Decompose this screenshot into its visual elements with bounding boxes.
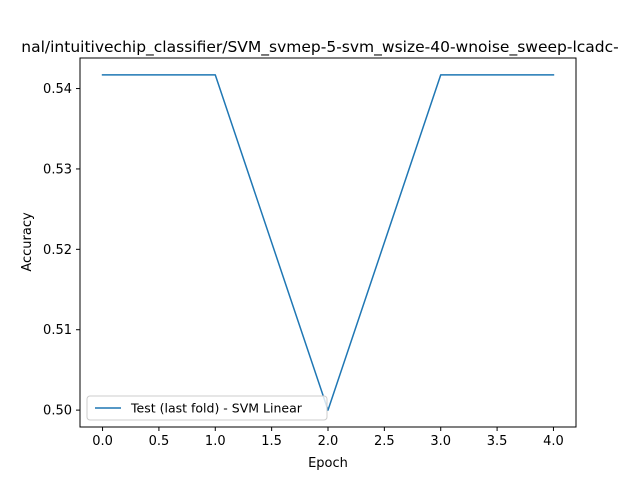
x-tick-label: 2.0	[318, 434, 339, 449]
series-line	[101, 74, 555, 411]
x-tick-label: 4.0	[543, 434, 564, 449]
x-tick-label: 3.0	[430, 434, 451, 449]
legend: Test (last fold) - SVM Linear	[86, 395, 328, 421]
chart-title: nal/intuitivechip_classifier/SVM_svmep-5…	[21, 38, 618, 57]
series-lines	[101, 74, 555, 411]
x-tick-label: 3.5	[487, 434, 508, 449]
y-tick-label: 0.50	[43, 404, 72, 419]
y-tick-label: 0.52	[43, 243, 72, 258]
x-axis-label: Epoch	[308, 456, 348, 471]
legend-box	[86, 395, 328, 421]
x-tick-label: 0.0	[92, 434, 113, 449]
x-tick-label: 1.5	[261, 434, 282, 449]
y-tick-label: 0.53	[43, 162, 72, 177]
y-tick-label: 0.54	[43, 82, 72, 97]
x-axis-ticks: 0.0 0.5 1.0 1.5 2.0 2.5 3.0 3.5 4.0	[92, 427, 564, 449]
x-tick-label: 2.5	[374, 434, 395, 449]
legend-label: Test (last fold) - SVM Linear	[130, 401, 303, 416]
plot-area: 0.0 0.5 1.0 1.5 2.0 2.5 3.0 3.5 4.0 0.50 0.51 0.52…	[43, 57, 577, 449]
x-tick-label: 0.5	[149, 434, 170, 449]
y-axis-ticks: 0.50 0.51 0.52 0.53 0.54	[43, 82, 80, 419]
y-tick-label: 0.51	[43, 323, 72, 338]
x-tick-label: 1.0	[205, 434, 226, 449]
y-axis-label: Accuracy	[20, 212, 35, 272]
